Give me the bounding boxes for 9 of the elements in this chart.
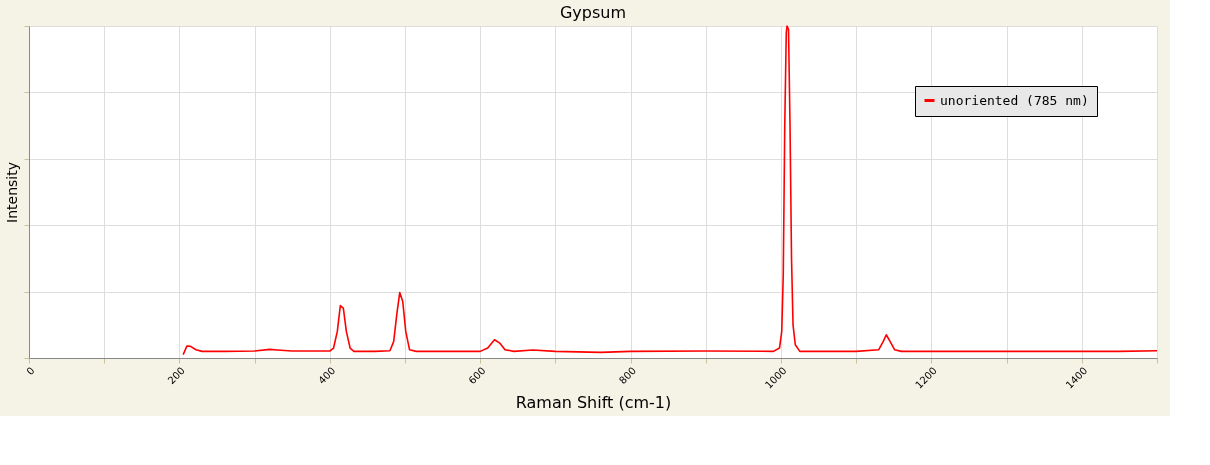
y-axis-title: Intensity [4, 162, 20, 223]
x-axis-title: Raman Shift (cm-1) [515, 392, 672, 412]
x-tick-label: 200 [165, 364, 187, 387]
x-tick-label: 600 [466, 364, 488, 387]
chart-title: Gypsum [559, 3, 627, 23]
legend-label: unoriented (785 nm) [940, 92, 1089, 108]
x-tick-label: 0 [24, 364, 37, 378]
x-tick-label: 800 [616, 364, 639, 387]
x-tick-label: 400 [316, 364, 338, 387]
